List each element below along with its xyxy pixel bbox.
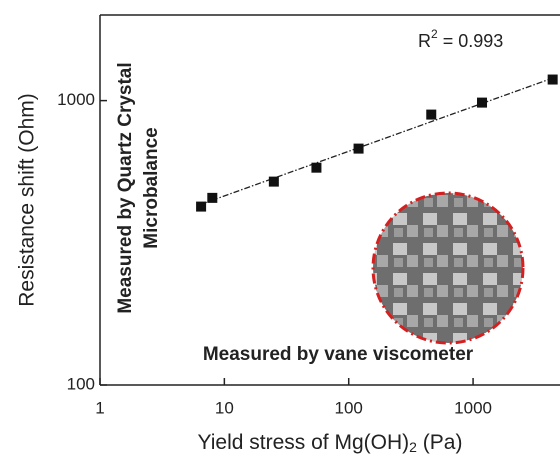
x-axis-label: Yield stress of Mg(OH)2 (Pa) (198, 431, 463, 455)
x-tick-label: 1 (95, 398, 104, 417)
y-axis-label: Resistance shift (Ohm) (16, 93, 39, 307)
data-point (477, 98, 487, 108)
data-point (207, 193, 217, 203)
sem-inset (373, 193, 523, 343)
chart: Resistance shift (Ohm) Yield stress of M… (0, 0, 560, 459)
r2-rest: = 0.993 (438, 31, 504, 51)
x-tick-label: 100 (335, 398, 363, 417)
y-tick-label: 100 (67, 374, 95, 393)
vane-annotation: Measured by vane viscometer (203, 344, 474, 365)
x-label-sub: 2 (409, 439, 417, 455)
r2-base: R (418, 31, 431, 51)
data-point (311, 163, 321, 173)
x-tick-label: 10 (215, 398, 234, 417)
data-point (269, 177, 279, 187)
y-tick-label: 1000 (57, 90, 95, 109)
x-tick-label: 1000 (454, 398, 492, 417)
qcm-annotation: Measured by Quartz Crystal (115, 62, 136, 313)
axes (100, 15, 560, 385)
data-point (354, 144, 364, 154)
fit-line (201, 78, 553, 204)
data-point (548, 75, 558, 85)
r2-annotation: R2 = 0.993 (418, 27, 503, 51)
data-point (196, 202, 206, 212)
qcm-annotation: Microbalance (141, 127, 162, 248)
data-point (426, 110, 436, 120)
x-label-base: Yield stress of Mg(OH) (198, 431, 410, 454)
x-label-rest: (Pa) (417, 431, 463, 454)
